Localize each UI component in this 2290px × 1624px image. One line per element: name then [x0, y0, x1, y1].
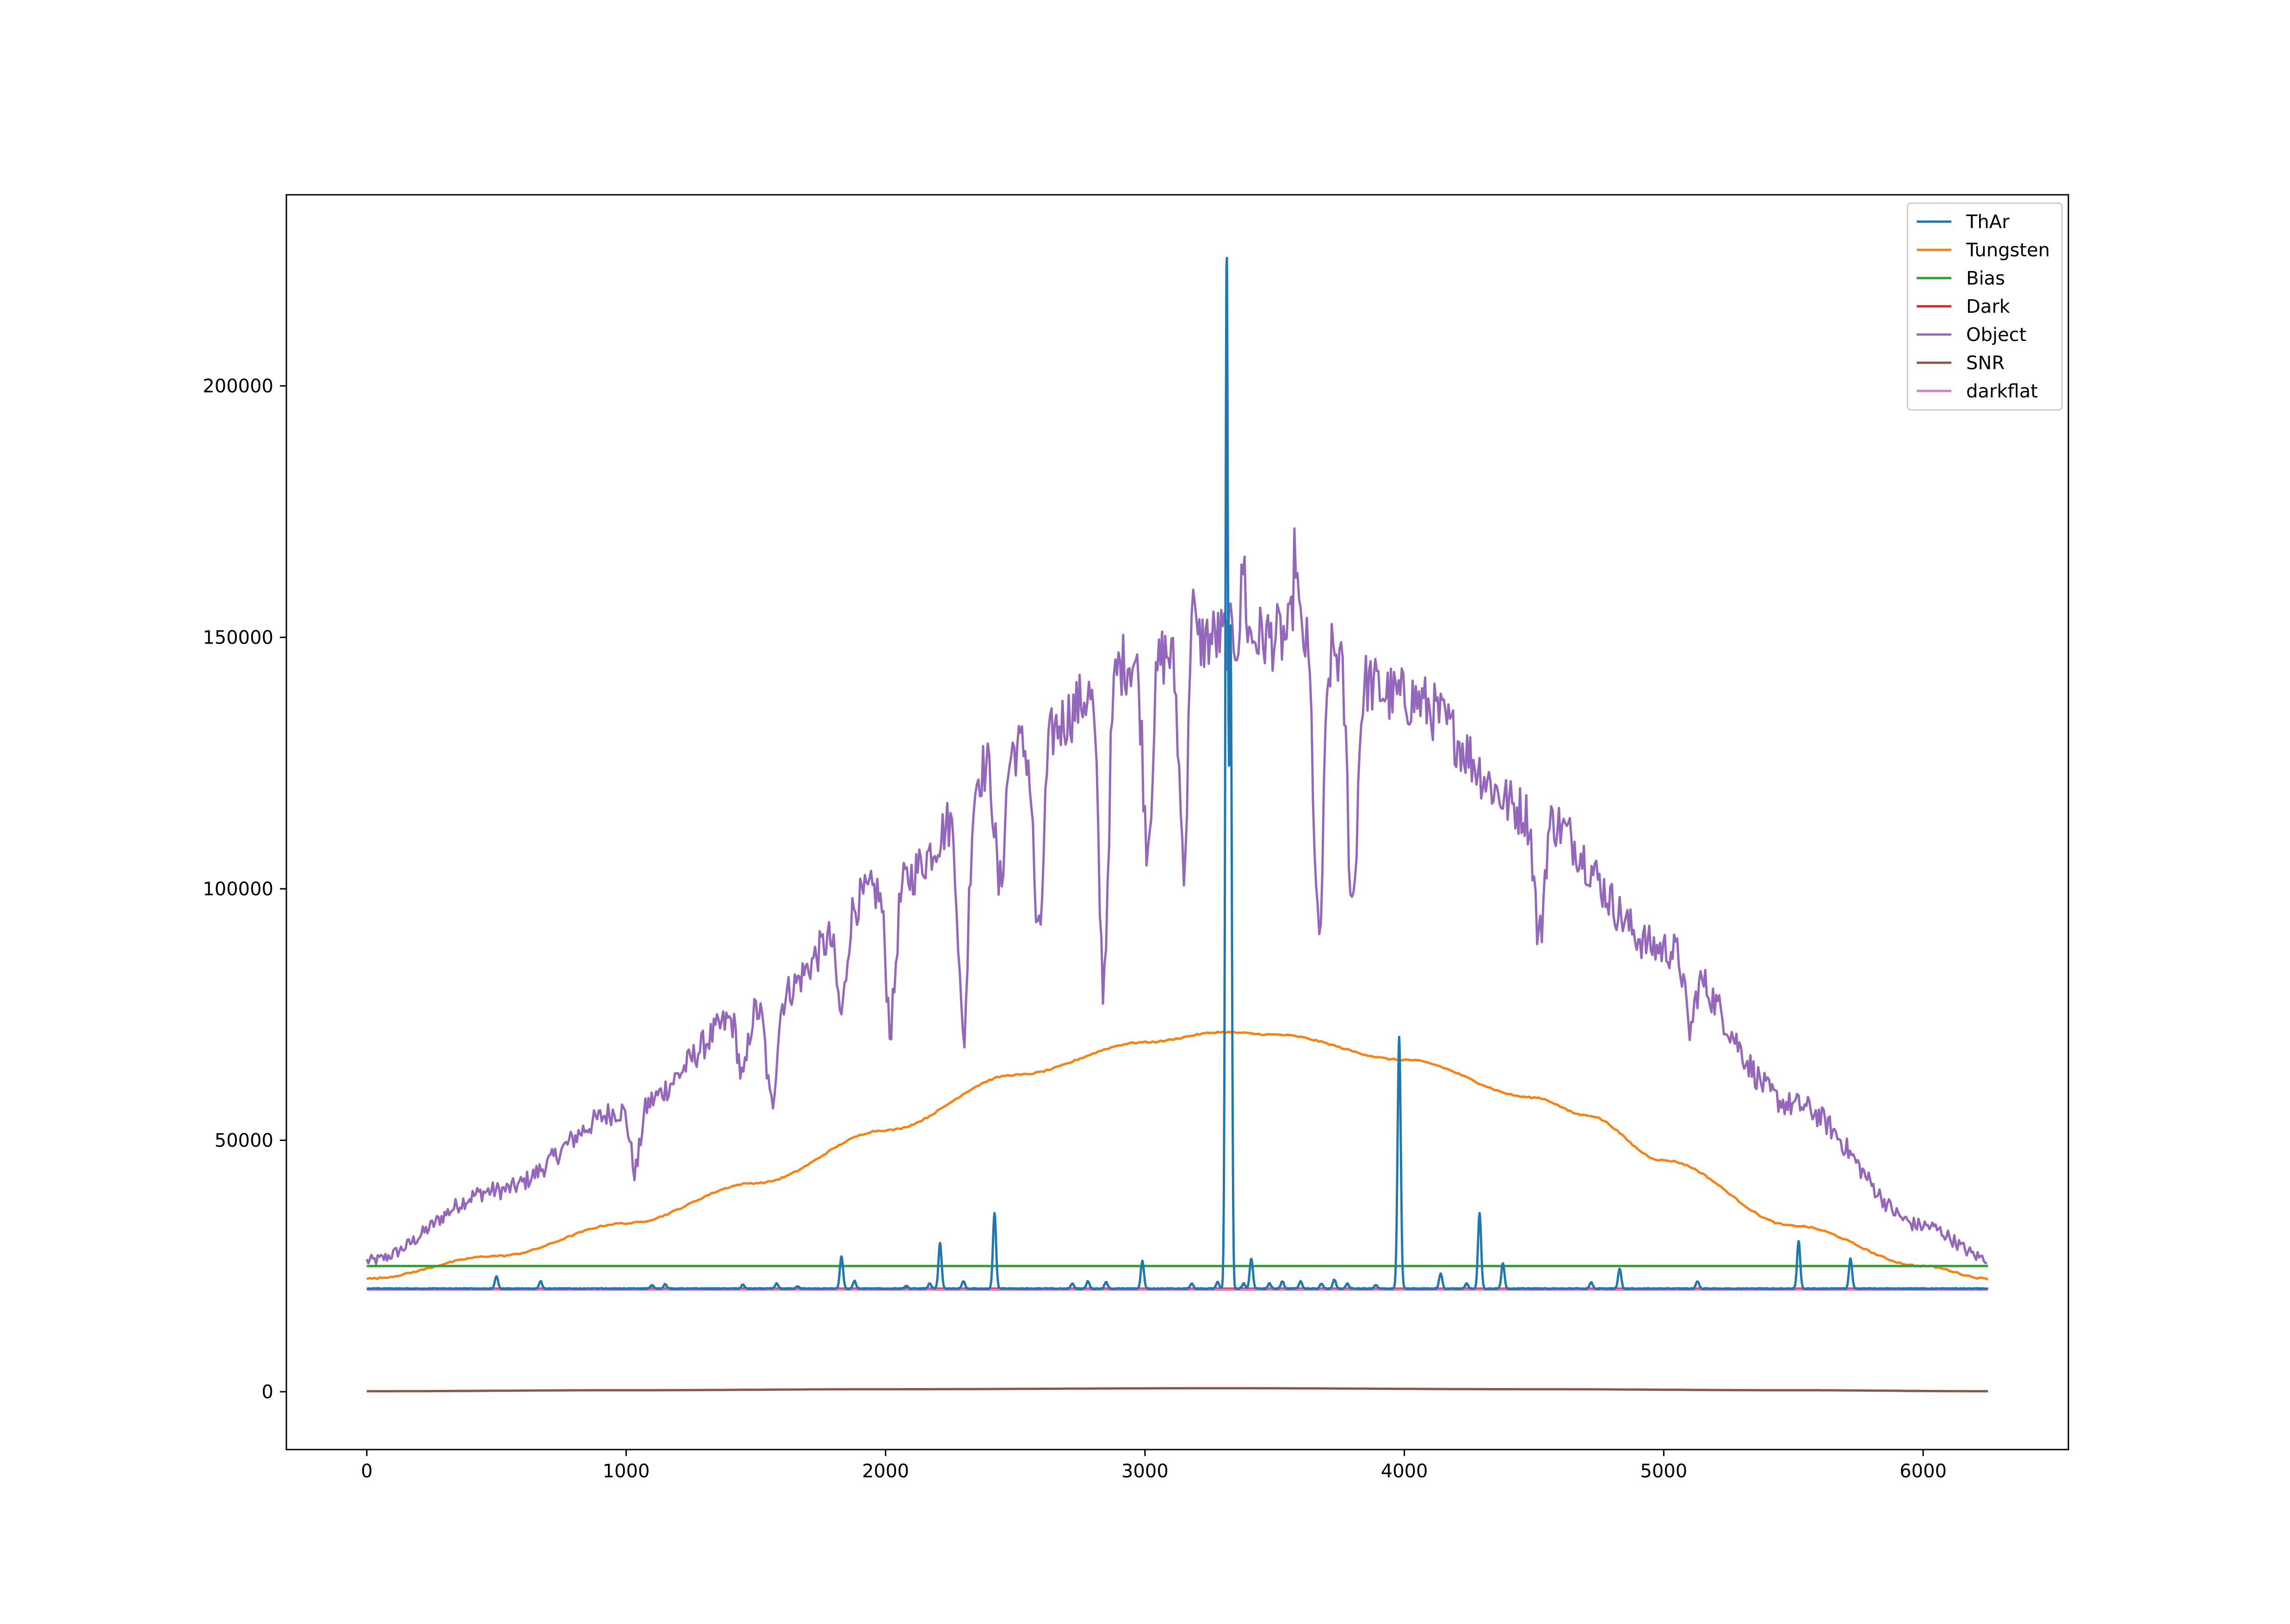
- legend: ThAr Tungsten Bias Dark Object SNR darkflat: [1906, 202, 2063, 411]
- x-tick-label: 1000: [603, 1461, 650, 1482]
- x-tick-label: 5000: [1640, 1461, 1687, 1482]
- x-tick-label: 0: [361, 1461, 372, 1482]
- series-layer: [365, 256, 1989, 1393]
- legend-box: [1906, 202, 2063, 411]
- legend-label: ThAr: [1966, 211, 2010, 233]
- x-tick-label: 4000: [1381, 1461, 1428, 1482]
- y-tick-label: 50000: [215, 1130, 273, 1152]
- x-tick-label: 2000: [862, 1461, 909, 1482]
- legend-label: Tungsten: [1966, 240, 2050, 261]
- legend-label: Bias: [1966, 268, 2005, 289]
- y-axis: 0 50000 100000 150000 200000: [203, 376, 286, 1403]
- series-object-line: [365, 527, 1987, 1265]
- y-tick-label: 100000: [203, 879, 273, 900]
- y-tick-label: 150000: [203, 627, 273, 649]
- series-thar-line: [366, 256, 1989, 1290]
- legend-label: darkflat: [1966, 381, 2038, 402]
- plot-frame: [285, 194, 2069, 1450]
- series-tungsten-line: [366, 1030, 1988, 1281]
- x-axis: 0 1000 2000 3000 4000 5000 6000: [361, 1450, 1947, 1482]
- x-tick-label: 6000: [1900, 1461, 1947, 1482]
- y-tick-label: 200000: [203, 376, 273, 397]
- legend-label: Object: [1966, 324, 2026, 346]
- series-snr-line: [366, 1387, 1988, 1393]
- legend-label: Dark: [1966, 296, 2011, 317]
- x-tick-label: 3000: [1121, 1461, 1169, 1482]
- y-tick-label: 0: [262, 1382, 273, 1403]
- legend-label: SNR: [1966, 353, 2005, 374]
